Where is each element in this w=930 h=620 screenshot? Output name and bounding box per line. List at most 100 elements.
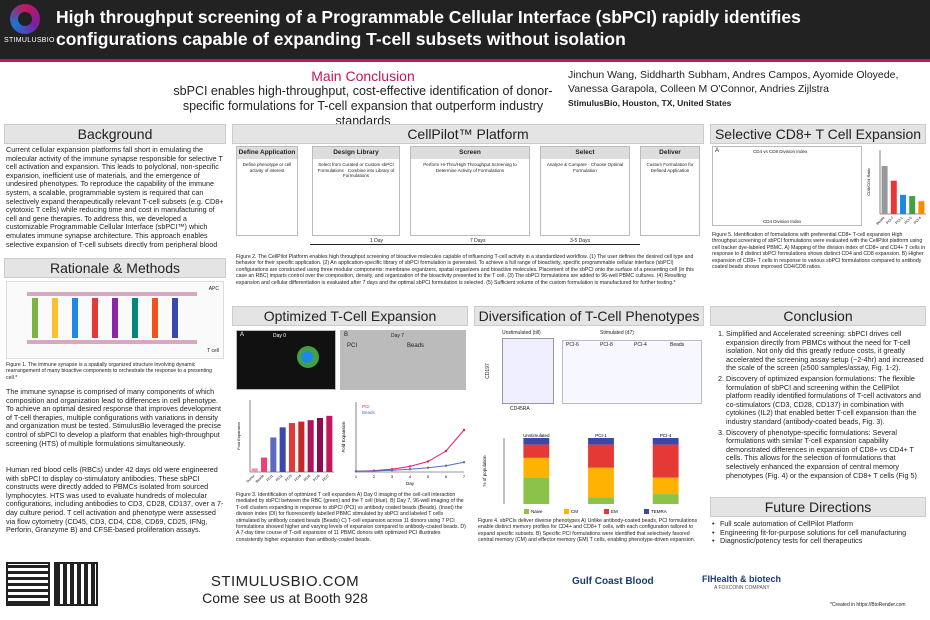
future-item: Engineering fit-for-purpose solutions fo… [712,528,926,538]
timeline-7days: 7 Days [470,238,486,244]
stacked-bar-segment [523,444,550,458]
background-heading: Background [4,124,226,144]
bar [307,420,314,472]
data-point [408,465,412,468]
stacked-bar-segment [588,467,614,498]
tick-label: PCI2 [275,474,283,482]
conclusion-item: Discovery of optimized expansion formula… [726,374,926,427]
apc-label: APC [208,286,219,292]
selective-heading: Selective CD8+ T Cell Expansion [710,124,926,144]
main-conclusion-text: sbPCI enables high-throughput, cost-effe… [173,84,553,128]
legend-entry: Beads [362,410,376,415]
booth-text: Come see us at Booth 928 [202,590,368,606]
fig5-caption: Figure 5. Identification of formulations… [712,232,926,271]
tick-label: 4 [409,474,412,479]
step-screen: Screen Perform Hi-Thru/High Throughput Sc… [410,146,530,236]
data-point [426,460,430,463]
pci6-label: PCI-6 [566,342,579,348]
tick-label: PCI3 [284,474,292,482]
fig1-caption: Figure 1. The immune synapse is a spatia… [6,362,212,381]
stacked-bar-segment [588,444,614,468]
panel-a-label: A [240,332,245,338]
bar [316,418,324,472]
bar [881,166,888,214]
group-label: PCI-4 [660,433,672,438]
legend-swatch [604,509,609,514]
cd197-axis: CD197 [484,363,491,379]
data-point [462,461,466,464]
conclusion-list: Simplified and Accelerated screening: sb… [712,330,926,492]
tick-label: PCI6 [312,474,320,482]
data-point [462,428,466,432]
data-point [372,469,376,473]
sel-panel-a: A [715,148,720,154]
bar [251,468,258,472]
bar [270,437,277,472]
cellpilot-heading: CellPilot™ Platform [232,124,704,144]
tick-label: PCI-4 [913,216,922,225]
data-point [426,466,430,469]
main-conclusion-heading: Main Conclusion [311,68,415,84]
future-item: Diagnostic/potency tests for cell therap… [712,537,926,546]
bar [326,415,333,472]
stacked-bar-segment [523,457,550,478]
data-point [408,468,412,471]
bar [890,180,897,214]
fig2-caption: Figure 2. The CellPilot Platform enables… [236,254,694,286]
fig3-caption: Figure 3. Identification of optimized T … [236,492,466,543]
background-text: Current cellular expansion platforms fal… [6,146,224,248]
partner-fihealth-sub: A FOXCONN COMPANY [714,585,770,591]
data-point [444,464,448,467]
stacked-bar-segment [652,444,679,478]
legend-swatch [524,509,529,514]
tick-label: 1 [355,474,358,479]
conclusion-item: Simplified and Accelerated screening: sb… [726,330,926,373]
header-banner: STIMULUSBIO High throughput screening of… [0,0,930,62]
tick-label: PCI4 [294,474,302,482]
tick-label: PCI-5 [904,216,913,225]
y-axis-label: CD8/CD4 Ratio [866,167,871,195]
rationale-paragraph-1: The immune synapse is comprised of many … [6,388,221,448]
tick-label: PCI-7 [885,216,894,225]
scatter-xlabel: CD4 Division Index [763,219,802,224]
tick-label: Donor [246,473,256,483]
panel-b-label: B [344,332,349,338]
legend-entry: EM [611,509,618,514]
scatter-title: CD4 vs CD8 Division Index [753,149,808,154]
stacked-bar-segment [588,438,614,445]
stacked-bar-segment [652,438,679,445]
y-axis-label: Fold Expansion [341,421,346,453]
legend-swatch [564,509,569,514]
tick-label: 3 [391,474,394,479]
footer-brand: STIMULUSBIO.COM Come see us at Booth 928 [150,573,420,606]
y-axis-label: Fold Expansion [236,422,241,450]
stimulated-label: Stimulated (d7) [600,330,634,336]
stacked-bar-segment [652,477,679,495]
tick-label: PCI1 [266,474,274,482]
bar [918,201,925,214]
day0-image: A Day 0 [236,330,336,390]
bar [279,427,286,472]
pci8-label: PCI-8 [600,342,613,348]
day7-image: B Day 7 PCI Beads [340,330,466,390]
group-label: PCI-1 [595,433,607,438]
legend-entry: CM [571,509,578,514]
partner-gulf-coast-blood: Gulf Coast Blood [572,576,654,587]
step-design: Design Library Select from Curated or Cus… [312,146,400,236]
tick-label: 5 [427,474,430,479]
logo-text: STIMULUSBIO [4,37,55,44]
conclusion-heading: Conclusion [710,306,926,326]
affiliation: StimulusBio, Houston, TX, United States [568,98,732,108]
stimulusbio-logo: STIMULUSBIO [4,4,55,58]
day7-label: Day 7 [391,333,405,339]
bar [298,421,305,472]
division-index-scatter: A CD4 vs CD8 Division Index CD4 Division… [712,146,862,226]
main-conclusion: Main Conclusion sbPCI enables high-throu… [158,68,568,129]
rationale-heading: Rationale & Methods [4,258,226,278]
group-label: Unstimulated [523,433,550,438]
poster-title: High throughput screening of a Programma… [56,7,801,49]
population-stacked-bar-chart: Unstimulated PCI-1 PCI-4 % of population Nai… [482,433,679,514]
future-list: Full scale automation of CellPilot Platf… [712,519,926,546]
fig4-caption: Figure 4. sbPCIs deliver diverse phenoty… [478,518,698,544]
